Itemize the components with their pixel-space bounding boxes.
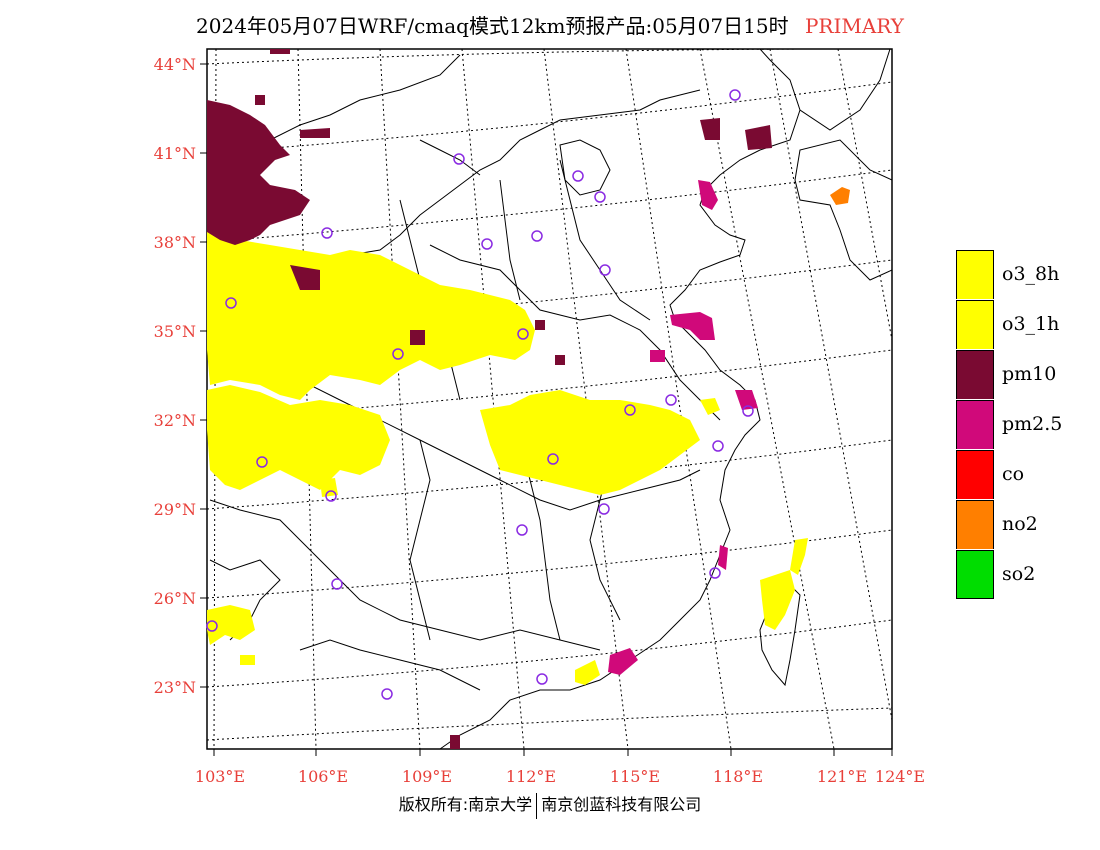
copyright-left: 版权所有:南京大学 [398,795,533,814]
city-marker [392,348,404,360]
city-marker [206,620,218,632]
city-marker [381,688,393,700]
legend-swatch [956,399,994,449]
lon-label: 115°E [610,767,660,786]
lon-label: 106°E [298,767,348,786]
lat-label: 41°N [154,144,196,163]
footer-divider [536,792,538,819]
city-marker [453,153,465,165]
city-marker [225,297,237,309]
city-markers [206,89,754,700]
city-marker [712,440,724,452]
lon-label: 109°E [402,767,452,786]
legend-item: pm2.5 [956,399,1062,449]
lat-label: 38°N [154,233,196,252]
legend-label: pm10 [1002,363,1057,385]
lat-axis: 44°N 41°N 38°N 35°N 32°N 29°N 26°N 23°N [154,55,207,697]
city-marker [729,89,741,101]
city-marker [531,230,543,242]
lon-label: 103°E [195,767,245,786]
no2-regions [830,187,850,205]
lat-label: 29°N [154,500,196,519]
city-marker [325,490,337,502]
lon-axis: 103°E 106°E 109°E 112°E 115°E 118°E 121°… [195,749,925,786]
lat-label: 32°N [154,411,196,430]
lon-label: 121°E [817,767,867,786]
pm10-regions [207,49,772,749]
map-title: 2024年05月07日WRF/cmaq模式12km预报产品:05月07日15时 … [0,10,1100,39]
legend-item: pm10 [956,349,1062,399]
legend-label: o3_1h [1002,313,1060,335]
city-marker [742,405,754,417]
city-marker [547,453,559,465]
legend-swatch [956,499,994,549]
legend-item: no2 [956,499,1062,549]
legend-swatch [956,349,994,399]
pm25-regions [608,180,758,675]
legend-swatch [956,449,994,499]
city-marker [624,404,636,416]
legend-label: so2 [1002,563,1036,585]
legend-item: o3_1h [956,299,1062,349]
city-marker [536,673,548,685]
city-marker [517,328,529,340]
city-marker [331,578,343,590]
city-marker [481,238,493,250]
city-marker [321,227,333,239]
lon-label: 118°E [713,767,763,786]
lat-label: 35°N [154,322,196,341]
legend-swatch [956,249,994,299]
city-marker [598,503,610,515]
city-marker [709,567,721,579]
copyright-right: 南京创蓝科技有限公司 [541,795,702,814]
legend: o3_8h o3_1h pm10 pm2.5 co no2 so2 [956,249,1062,599]
lat-label: 23°N [154,678,196,697]
title-main: 2024年05月07日WRF/cmaq模式12km预报产品:05月07日15时 [196,14,789,38]
copyright-footer: 版权所有:南京大学 南京创蓝科技有限公司 [0,791,1100,819]
lon-label: 124°E [875,767,925,786]
lon-label: 112°E [506,767,556,786]
lat-label: 44°N [154,55,196,74]
legend-label: no2 [1002,513,1038,535]
lat-label: 26°N [154,589,196,608]
legend-item: co [956,449,1062,499]
city-marker [256,456,268,468]
title-tag: PRIMARY [804,14,904,38]
legend-item: o3_8h [956,249,1062,299]
city-marker [594,191,606,203]
city-marker [516,524,528,536]
legend-label: pm2.5 [1002,413,1063,435]
city-marker [665,394,677,406]
legend-label: co [1002,463,1025,485]
o3-regions [207,230,808,685]
legend-swatch [956,299,994,349]
legend-item: so2 [956,549,1062,599]
city-marker [599,264,611,276]
legend-swatch [956,549,994,599]
city-marker [572,170,584,182]
legend-label: o3_8h [1002,263,1060,285]
